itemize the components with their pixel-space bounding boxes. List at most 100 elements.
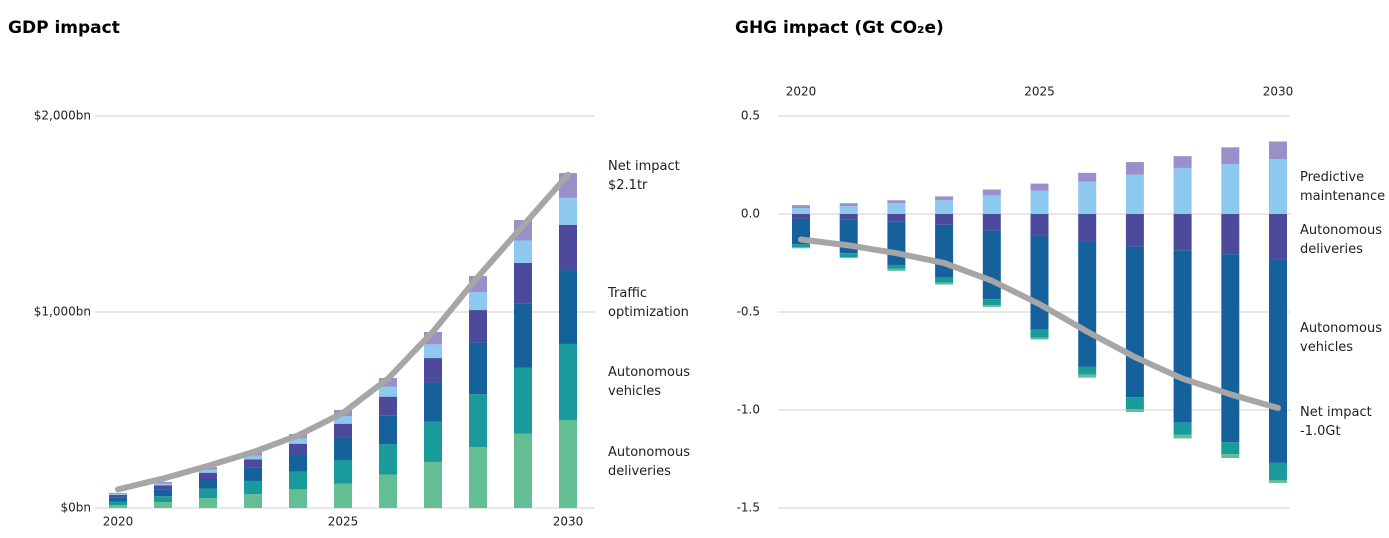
x-tick-label: 2020 <box>103 515 134 529</box>
bar-segment <box>379 396 397 416</box>
bar-segment <box>109 493 127 495</box>
annotation: Net impact -1.0Gt <box>1300 405 1372 439</box>
x-tick-label: 2025 <box>1024 85 1055 99</box>
bar-segment <box>1173 214 1192 251</box>
bar-segment <box>1030 337 1049 340</box>
bar-segment <box>1173 156 1192 168</box>
bar-segment <box>1125 397 1144 410</box>
bar-segment <box>334 423 352 438</box>
bar-segment <box>199 478 217 489</box>
bar-segment <box>109 494 127 498</box>
bar-segment <box>1221 442 1240 455</box>
bar-segment <box>379 474 397 508</box>
bar-segment <box>1078 366 1097 375</box>
bar-segment <box>1173 250 1192 423</box>
bar-segment <box>982 214 1001 231</box>
annotation-line: -1.0Gt <box>1300 424 1341 439</box>
bar-segment <box>109 505 127 508</box>
bar-segment <box>424 358 442 383</box>
bar-segment <box>1078 241 1097 367</box>
bar-segment <box>887 200 906 204</box>
bar-segment <box>469 310 487 343</box>
bar-segment <box>469 447 487 508</box>
bar-segment <box>1269 462 1287 480</box>
annotation: Net impact $2.1tr <box>608 159 680 193</box>
bar-segment <box>154 496 172 503</box>
bar-segment <box>1269 159 1287 214</box>
bar-segment <box>792 214 810 219</box>
bar-segment <box>154 483 172 486</box>
bar-segment <box>289 454 307 472</box>
bar-segment <box>935 224 954 278</box>
bar-segment <box>244 480 262 495</box>
bar-segment <box>935 200 954 214</box>
bar-segment <box>559 197 577 225</box>
bar-segment <box>1078 172 1097 182</box>
bar-segment <box>559 343 577 420</box>
annotation-line: vehicles <box>1300 340 1353 355</box>
annotation-line: Traffic <box>607 286 647 301</box>
bar-segment <box>199 498 217 508</box>
bar-segment <box>334 437 352 460</box>
bar-segment <box>1030 235 1049 330</box>
bar-segment <box>289 489 307 508</box>
annotation-line: deliveries <box>1300 242 1363 257</box>
y-tick-label: $2,000bn <box>34 109 91 123</box>
bar-segment <box>514 240 532 263</box>
bar-segment <box>334 416 352 424</box>
bar-segment <box>1221 164 1240 214</box>
annotation-line: maintenance <box>1300 189 1385 204</box>
bar-segment <box>154 489 172 497</box>
bar-segment <box>424 461 442 508</box>
bar-segment <box>935 282 954 285</box>
bar-segment <box>839 253 858 258</box>
bar-segment <box>792 208 810 214</box>
bar-segment <box>887 214 906 222</box>
annotation: Autonomous vehicles <box>1300 321 1382 355</box>
bar-segment <box>334 459 352 484</box>
chart-title: GDP impact <box>8 18 120 38</box>
annotation-line: $2.1tr <box>608 178 648 193</box>
annotation: Autonomous vehicles <box>608 365 690 399</box>
bar-segment <box>424 344 442 359</box>
bar-segment <box>559 419 577 508</box>
bar-segment <box>1125 246 1144 398</box>
bar-segment <box>514 433 532 508</box>
bar-segment <box>1078 374 1097 378</box>
bar-segment <box>244 467 262 481</box>
bar-segment <box>839 257 858 259</box>
bar-segment <box>199 469 217 473</box>
x-tick-label: 2030 <box>1263 85 1294 99</box>
bar-segment <box>289 471 307 490</box>
bar-segment <box>424 421 442 462</box>
x-tick-label: 2030 <box>553 515 584 529</box>
annotation-line: Predictive <box>1300 170 1364 185</box>
net-impact-line <box>798 236 1281 412</box>
bar-segment <box>1125 174 1144 214</box>
bar-segment <box>1125 409 1144 412</box>
bar-segment <box>982 189 1001 196</box>
bar-segment <box>379 444 397 475</box>
y-tick-label: -1.5 <box>737 501 760 515</box>
annotation: Traffic optimization <box>607 286 689 320</box>
bar-segment <box>514 303 532 368</box>
annotation-line: Net impact <box>608 159 680 174</box>
bar-segment <box>199 472 217 479</box>
bar-segment <box>289 438 307 444</box>
bar-segment <box>839 203 858 207</box>
bar-segment <box>1078 214 1097 242</box>
bar-segment <box>514 367 532 434</box>
bar-segment <box>244 455 262 460</box>
bar-segment <box>334 483 352 508</box>
bar-segment <box>1030 190 1049 214</box>
bar-segment <box>1125 162 1144 175</box>
bar-segment <box>1030 183 1049 191</box>
y-tick-label: 0.0 <box>741 207 760 221</box>
annotation-line: Net impact <box>1300 405 1372 420</box>
bar-segment <box>199 488 217 499</box>
bar-segment <box>1269 479 1287 483</box>
bar-segment <box>1173 167 1192 214</box>
bar-segment <box>792 247 810 249</box>
y-tick-label: -0.5 <box>737 305 760 319</box>
annotation-line: Autonomous <box>1300 223 1382 238</box>
